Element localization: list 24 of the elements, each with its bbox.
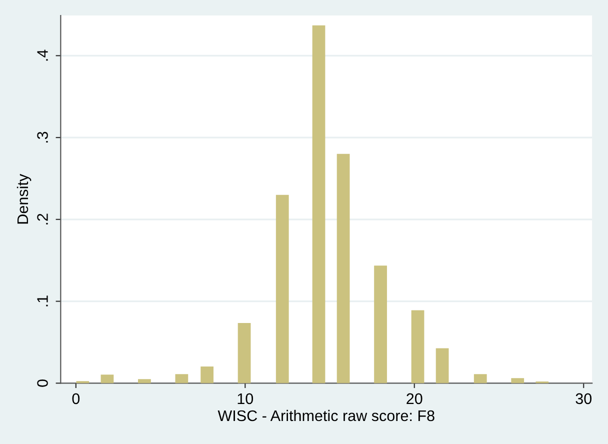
bar xyxy=(336,154,350,384)
y-tick-label: .4 xyxy=(37,50,48,61)
bar xyxy=(312,25,326,384)
bar xyxy=(200,366,214,384)
bar xyxy=(436,348,449,384)
x-tick-label: 10 xyxy=(238,393,254,404)
x-axis-title: WISC - Arithmetic raw score: F8 xyxy=(218,410,434,422)
y-axis-title: Density xyxy=(16,174,32,224)
bar xyxy=(138,379,151,384)
bar xyxy=(511,378,524,384)
y-tick-label: .1 xyxy=(37,296,48,306)
bar xyxy=(238,323,251,384)
bar xyxy=(374,266,387,384)
y-tick-label: .3 xyxy=(37,132,48,143)
bar xyxy=(175,374,188,384)
bar xyxy=(474,374,487,384)
bar xyxy=(276,194,289,384)
x-tick-label: 30 xyxy=(576,393,592,404)
y-tick-label: 0 xyxy=(37,380,48,387)
bar xyxy=(411,310,424,384)
bar xyxy=(100,374,114,384)
x-tick-label: 0 xyxy=(72,393,80,404)
x-tick-label: 20 xyxy=(406,393,422,404)
y-tick-label: .2 xyxy=(37,214,48,224)
